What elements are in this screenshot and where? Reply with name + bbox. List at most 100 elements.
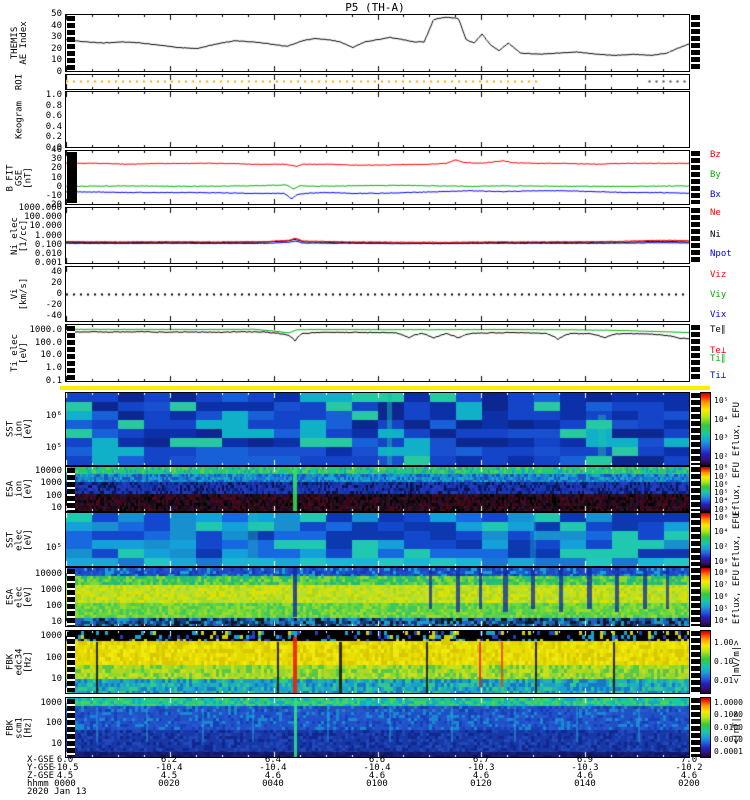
axis-value: -10.4 [155,763,183,773]
y-axis-tick: -20 [45,300,62,311]
colorbar-tick: 10⁴ [714,414,729,424]
y-axis-tick: 1000 [40,631,62,642]
colorbar-tick: 10⁷ [714,471,729,481]
panel-label-text: Ti elec [eV] [10,334,29,372]
colorbar-tick: 1.0000 [714,698,743,708]
colorbar-tick: 0.01 [714,676,734,686]
series-label-Te∥: Te∥ [710,324,726,335]
y-axis-tick: 0.8 [45,100,62,111]
right-edge-bar [691,467,700,511]
colorbar-tick: 10³ [714,433,729,443]
axis-value: 6.4 [264,755,282,765]
y-axis-tick: -10 [45,190,62,201]
left-edge-bar [67,326,75,380]
series-label-Bz: Bz [710,149,721,160]
line-plot-canvas-temperature [66,325,689,381]
colorbar-tick: 10⁵ [714,396,729,406]
left-edge-bar [67,468,75,510]
axis-value: 6.0 [56,755,74,765]
colorbar-tick: 10⁶ [714,592,729,601]
line-plot-canvas-ae [66,15,689,71]
axis-value: -10.3 [571,763,599,773]
y-axis-tick: 100.0 [34,337,62,348]
colorbar-tick: 0.0010 [714,734,743,744]
left-edge-bar [67,16,75,70]
axis-value: -10.4 [363,763,391,773]
axis-value: 0140 [574,779,596,789]
axis-value: 6.6 [368,755,386,765]
colorbar-fbk-b [700,697,711,758]
y-axis-tick: 100 [45,652,62,663]
axis-value: 0020 [158,779,180,789]
y-axis-tick: 0.001 [34,257,62,268]
series-label-Viy: Viy [710,290,727,301]
y-axis-tick: 10.0 [40,350,62,361]
y-axis-tick: 0.6 [45,111,62,122]
axis-value: 4.5 [56,771,74,781]
y-axis-tick: 30 [51,154,62,165]
y-axis-tick: 0 [56,181,62,192]
axis-value: 0120 [470,779,492,789]
y-axis-tick: 0.4 [45,121,62,132]
axis-value: 6.9 [576,755,594,765]
y-axis-tick: 100.000 [24,211,62,222]
panel-esa-elec [65,567,690,627]
colorbar-tick: 10⁸ [714,568,729,577]
left-edge-bar [67,699,75,756]
y-axis-tick: 10.000 [29,220,62,231]
date-label: 2020 Jan 13 [27,787,87,797]
right-edge-bar [691,393,700,465]
y-axis-tick: 40 [51,20,62,31]
colorbar-unit-text: Eflux, EFU [732,512,742,567]
y-axis-tick: 100 [45,718,62,729]
panel-label-text: Ni elec [1/cc] [10,216,29,255]
series-label-Viz: Viz [710,269,727,280]
y-axis-tick: 10 [51,617,62,628]
right-edge-bar [691,325,700,381]
left-edge-bar [67,632,75,692]
colorbar-tick: 10⁸ [714,463,729,473]
axis-value: 7.0 [680,755,698,765]
series-label-By: By [710,169,721,180]
colorbar-tick: 10⁵ [714,488,729,498]
colorbar-tick: 10⁶ [714,512,729,522]
spectrogram-canvas-fbk-b [66,698,689,757]
spectrogram-canvas-esa-ion [66,467,689,511]
y-axis-tick: 1.000 [34,230,62,241]
colorbar-tick: 0.1000 [714,710,743,720]
panel-sst-elec [65,512,690,567]
panel-label-text: FBK scm1 [Hz] [5,716,34,739]
panel-label-text: FBK edc34 [Hz] [5,648,34,676]
panel-label-text: THEMIS AE Index [10,21,29,65]
panel-temperature [65,324,690,382]
axis-value: 6.2 [160,755,178,765]
colorbar-sst-elec [700,512,711,567]
right-edge-bar [691,568,700,626]
y-axis-tick: 100 [45,601,62,611]
panel-keogram [65,91,690,148]
colorbar-esa-elec [700,567,711,627]
y-axis-tick: 0 [56,67,62,77]
y-axis-tick: 40 [51,145,62,155]
line-plot-canvas-keogram [66,92,689,147]
y-axis-tick: 1000.000 [18,203,62,214]
colorbar-tick: 10² [714,541,729,551]
right-edge-bar [691,698,700,757]
series-label-Bx: Bx [710,190,721,201]
right-edge-bar [691,208,700,263]
panel-roi [65,74,690,90]
axis-row-label-X-GSE: X-GSE [27,755,55,765]
axis-row-label-Z-GSE: Z-GSE [27,771,55,781]
line-plot-canvas-velocity [66,267,689,321]
right-edge-bar [691,631,700,693]
axis-value: 4.6 [368,771,386,781]
y-axis-tick: 0.2 [45,132,62,143]
y-axis-tick: 1000.0 [29,325,62,336]
axis-value: 4.6 [264,771,282,781]
y-axis-tick: 50 [51,9,62,19]
axis-value: 4.6 [472,771,490,781]
line-plot-canvas-bfit [66,151,689,204]
series-label-Ni: Ni [710,229,721,240]
y-axis-tick: -20 [45,200,62,210]
axis-value: 6.7 [472,755,490,765]
